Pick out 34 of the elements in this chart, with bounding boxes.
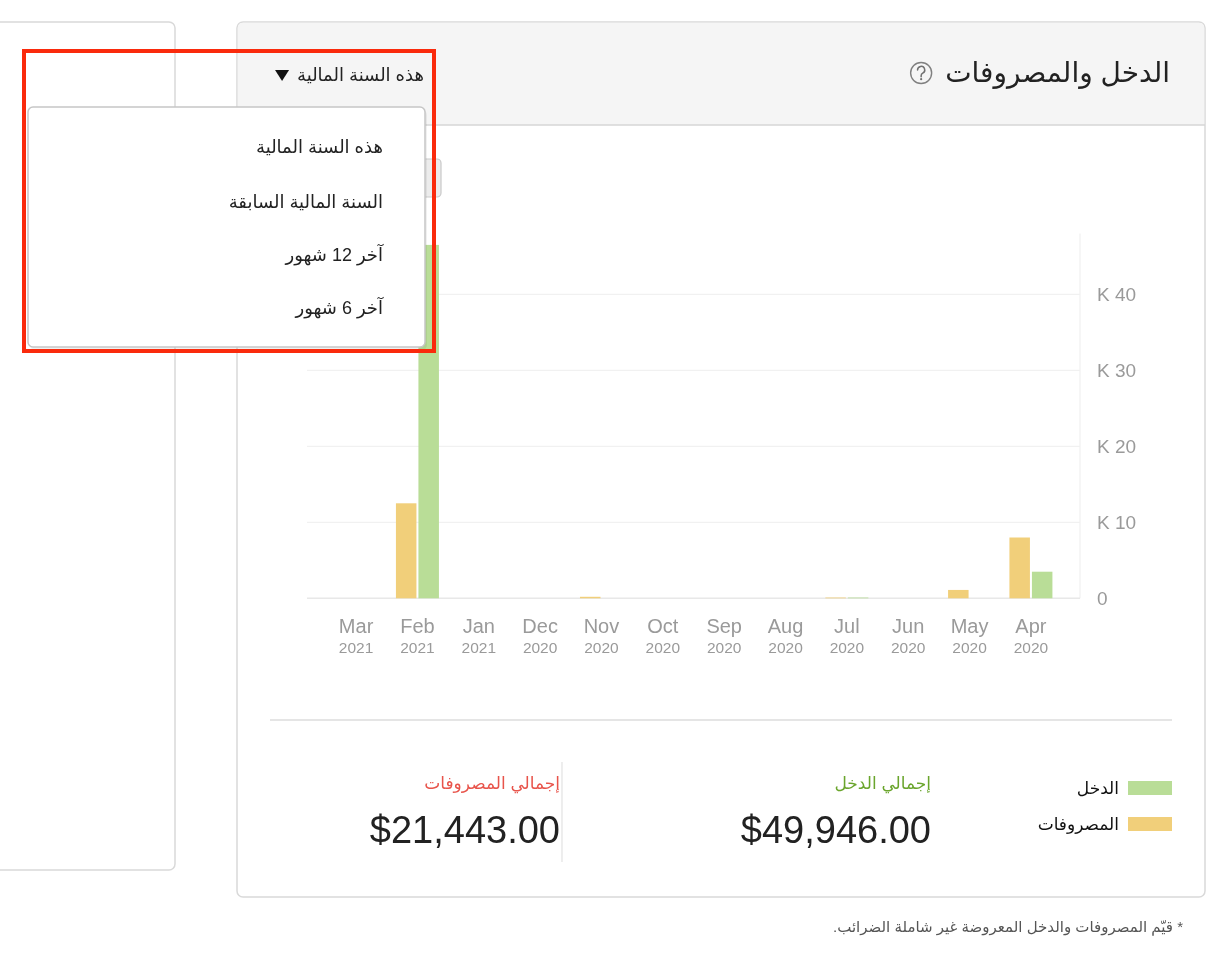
- text: $49,946.00: [740, 809, 931, 851]
- text: إجمالي المصروفات: [424, 773, 560, 794]
- bar: [1009, 537, 1030, 599]
- x-tick-label: Jan 2021: [461, 615, 497, 656]
- bar: [948, 589, 969, 599]
- annotation: آخر 12 شهور: [284, 243, 384, 266]
- bar: [395, 503, 417, 599]
- x-tick-label: Jul 2020: [829, 615, 865, 656]
- legend-label: الدخل: [1076, 778, 1119, 798]
- text: هذه السنة المالية: [297, 65, 424, 85]
- x-tick-label: Jun 2020: [890, 615, 926, 656]
- y-tick-label: 40 K: [1097, 283, 1137, 305]
- x-tick-label: Feb 2021: [400, 615, 435, 656]
- text: * قيّم المصروفات والدخل المعروضة غير شاملة الضرائب.: [832, 917, 1184, 936]
- chart-title: الدخل والمصروفات: [945, 56, 1170, 89]
- x-tick-label: Sep 2020: [706, 615, 742, 656]
- y-tick-label: 30 K: [1097, 359, 1137, 381]
- bar: [1031, 571, 1053, 599]
- legend-label: المصروفات: [1037, 814, 1119, 834]
- y-tick-label: 0: [1097, 587, 1108, 609]
- text: هذه السنة المالية: [256, 137, 383, 157]
- y-tick-label: 20 K: [1097, 435, 1137, 457]
- annotation: آخر 6 شهور: [294, 296, 384, 319]
- x-tick-label: Nov 2020: [583, 615, 620, 656]
- x-tick-label: Dec 2020: [522, 615, 558, 656]
- x-tick-label: Mar 2021: [338, 615, 374, 656]
- x-tick-label: May 2020: [950, 615, 989, 656]
- text: إجمالي الدخل: [834, 773, 931, 794]
- x-tick-label: Apr 2020: [1013, 615, 1049, 656]
- x-tick-label: Aug 2020: [767, 615, 804, 656]
- text: السنة المالية السابقة: [228, 192, 383, 212]
- text: $21,443.00: [369, 809, 560, 851]
- y-tick-label: 10 K: [1097, 511, 1137, 533]
- x-tick-label: Oct 2020: [645, 615, 681, 656]
